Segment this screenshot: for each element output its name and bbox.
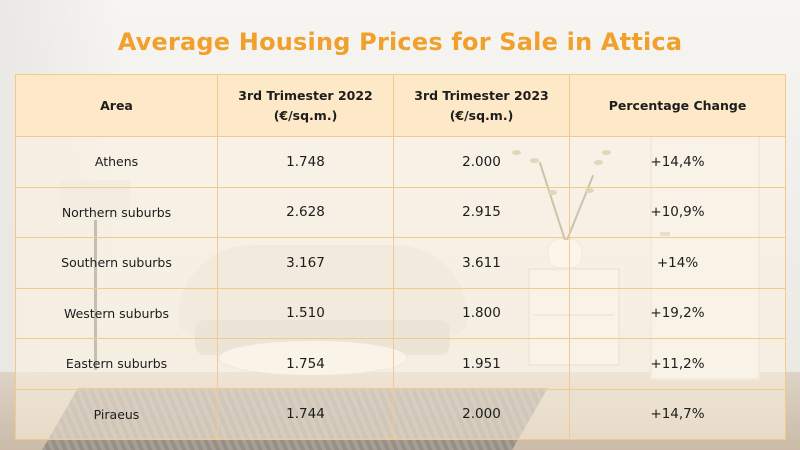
cell-area: Southern suburbs (15, 237, 218, 289)
page-title: Average Housing Prices for Sale in Attic… (117, 28, 683, 56)
cell-2022: 3.167 (217, 237, 394, 289)
cell-2023: 2.000 (393, 136, 570, 188)
cell-area: Western suburbs (15, 287, 218, 339)
cell-2023: 1.951 (393, 338, 570, 390)
cell-area: Piraeus (15, 388, 218, 440)
housing-prices-table: Area 3rd Trimester 2022 (€/sq.m.) 3rd Tr… (15, 74, 786, 440)
cell-area: Athens (15, 136, 218, 188)
cell-change: +19,2% (569, 287, 786, 339)
header-2022-label: 3rd Trimester 2022 (238, 87, 373, 103)
cell-change: +14,4% (569, 136, 786, 188)
table-header-row: Area 3rd Trimester 2022 (€/sq.m.) 3rd Tr… (15, 74, 786, 137)
header-area-label: Area (100, 97, 133, 113)
cell-change: +14% (569, 237, 786, 289)
header-2022-unit: (€/sq.m.) (273, 107, 338, 123)
cell-2023: 2.915 (393, 186, 570, 238)
cell-change: +11,2% (569, 338, 786, 390)
cell-2023: 2.000 (393, 388, 570, 440)
cell-2022: 1.754 (217, 338, 394, 390)
table-row: Athens 1.748 2.000 +14,4% (15, 136, 786, 188)
cell-2022: 1.748 (217, 136, 394, 188)
table-row: Northern suburbs 2.628 2.915 +10,9% (15, 186, 786, 238)
cell-change: +14,7% (569, 388, 786, 440)
cell-2023: 3.611 (393, 237, 570, 289)
header-2022: 3rd Trimester 2022 (€/sq.m.) (217, 74, 394, 137)
cell-2023: 1.800 (393, 287, 570, 339)
header-2023-label: 3rd Trimester 2023 (414, 87, 549, 103)
cell-2022: 2.628 (217, 186, 394, 238)
cell-2022: 1.744 (217, 388, 394, 440)
header-change-label: Percentage Change (608, 97, 747, 113)
cell-2022: 1.510 (217, 287, 394, 339)
header-area: Area (15, 74, 218, 137)
table-row: Southern suburbs 3.167 3.611 +14% (15, 237, 786, 289)
table-row: Eastern suburbs 1.754 1.951 +11,2% (15, 338, 786, 390)
table-row: Piraeus 1.744 2.000 +14,7% (15, 388, 786, 440)
cell-change: +10,9% (569, 186, 786, 238)
cell-area: Northern suburbs (15, 186, 218, 238)
header-change: Percentage Change (569, 74, 786, 137)
cell-area: Eastern suburbs (15, 338, 218, 390)
header-2023: 3rd Trimester 2023 (€/sq.m.) (393, 74, 570, 137)
table-row: Western suburbs 1.510 1.800 +19,2% (15, 287, 786, 339)
header-2023-unit: (€/sq.m.) (449, 107, 514, 123)
